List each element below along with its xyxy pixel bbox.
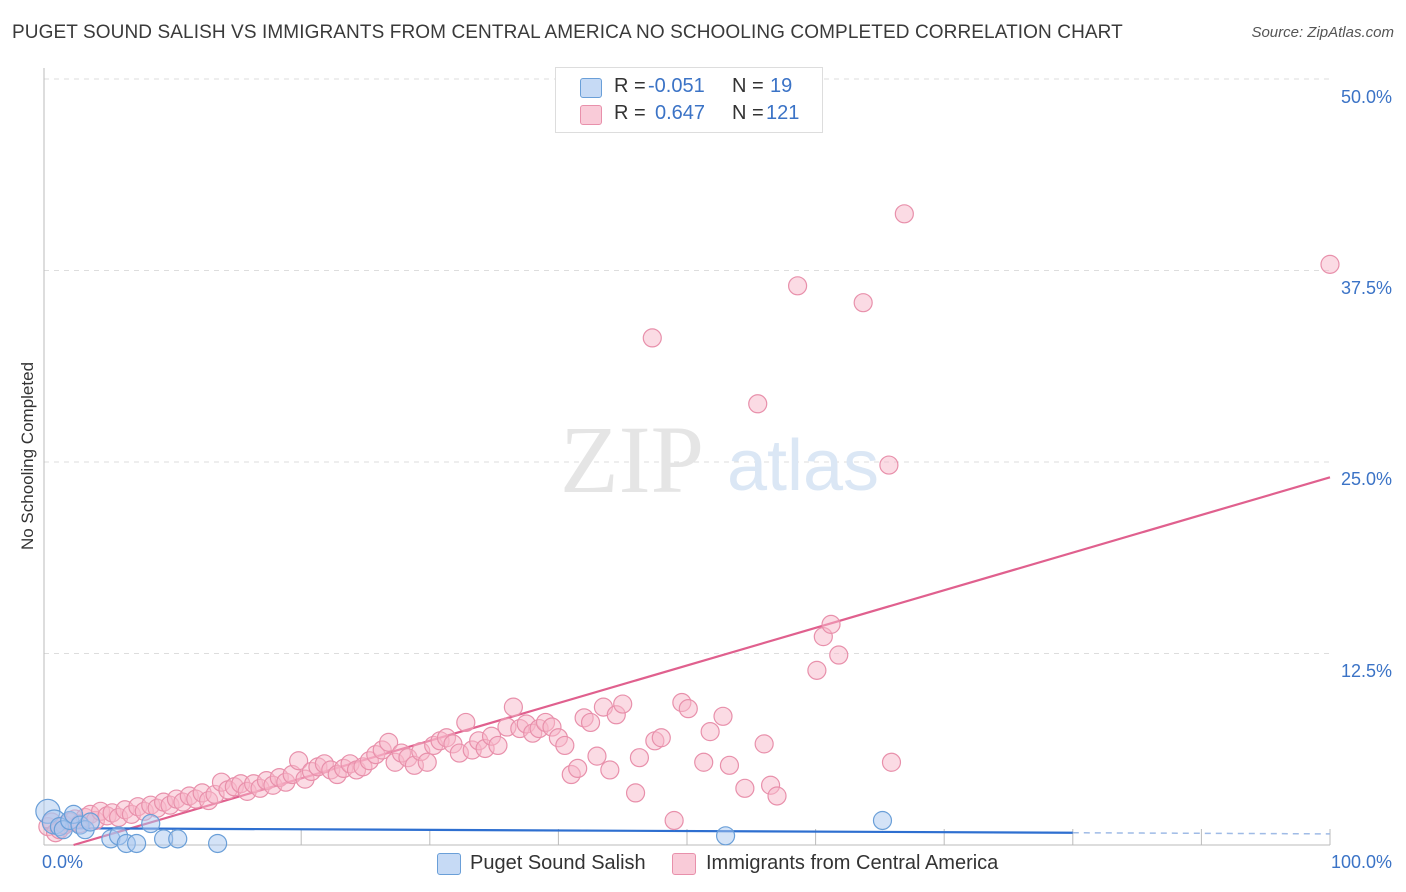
central-america-point — [735, 778, 755, 798]
central-america-point — [894, 204, 914, 224]
watermark-atlas: atlas — [727, 426, 879, 506]
legend-swatch-central-america — [580, 105, 602, 125]
central-america-point — [664, 810, 684, 831]
y-tick-label: 37.5% — [1340, 278, 1392, 298]
correlation-legend: R = -0.051 N = 19 R = 0.647 N = 121 — [555, 67, 823, 133]
legend-r-label: R = — [614, 75, 646, 97]
central-america-point — [503, 697, 523, 717]
salish-point — [208, 833, 228, 854]
watermark: ZIP atlas — [560, 406, 879, 513]
central-america-point — [488, 735, 508, 756]
legend-swatch-salish — [580, 78, 602, 98]
central-america-point — [625, 783, 646, 803]
central-america-point — [879, 455, 899, 475]
source-label: Source: ZipAtlas.com — [1251, 24, 1394, 41]
central-america-point — [289, 751, 309, 771]
legend-n-label: N = — [732, 75, 764, 97]
salish-point — [872, 810, 893, 831]
central-america-point — [748, 394, 768, 414]
central-america-point — [629, 748, 650, 768]
central-america-point — [853, 293, 873, 313]
legend-r-label: R = — [614, 102, 646, 124]
salish-point — [168, 829, 188, 849]
central-america-point — [713, 706, 733, 726]
central-america-point — [807, 660, 827, 680]
central-america-point — [417, 752, 437, 772]
legend-n-label: N = — [732, 102, 764, 124]
legend-row-salish: R = -0.051 N = 19 — [556, 74, 822, 102]
salish-point — [141, 813, 161, 834]
central-america-point — [678, 699, 698, 719]
central-america-point — [587, 746, 607, 766]
watermark-zip: ZIP — [560, 406, 704, 513]
central-america-point — [719, 755, 740, 775]
legend-n-value: 121 — [766, 102, 800, 124]
central-america-point — [651, 728, 671, 748]
x-tick-label: 100.0% — [1330, 852, 1392, 872]
bottom-legend-swatch-salish — [437, 853, 461, 875]
central-america-point — [694, 752, 714, 772]
y-tick-label: 50.0% — [1340, 87, 1392, 107]
central-america-point — [580, 712, 601, 733]
central-america-point — [881, 752, 902, 772]
legend-r-value: 0.647 — [655, 102, 706, 124]
central-america-point — [555, 735, 575, 756]
y-axis-label: No Schooling Completed — [18, 361, 37, 551]
bottom-legend-central-america: Immigrants from Central America — [672, 851, 1012, 877]
salish-point — [80, 812, 100, 832]
salish-trend-line — [43, 827, 1073, 834]
gridlines — [44, 78, 1330, 654]
bottom-legend-label-salish: Puget Sound Salish — [470, 852, 646, 874]
central-america-point — [787, 276, 808, 296]
legend-r-value: -0.051 — [648, 75, 705, 97]
legend-n-value: 19 — [770, 75, 793, 97]
central-america-point — [379, 732, 399, 752]
bottom-legend-label-central-america: Immigrants from Central America — [706, 852, 999, 874]
salish-trend-extension — [1072, 831, 1331, 835]
chart-title: PUGET SOUND SALISH VS IMMIGRANTS FROM CE… — [12, 22, 1123, 43]
central-america-point — [568, 758, 588, 779]
bottom-legend-salish: Puget Sound Salish — [437, 851, 667, 877]
central-america-point — [767, 786, 787, 806]
y-tick-label: 12.5% — [1340, 661, 1392, 681]
central-america-point — [613, 694, 633, 714]
central-america-point — [456, 712, 476, 733]
bottom-legend-swatch-central-america — [672, 853, 696, 875]
central-america-point — [1320, 254, 1340, 274]
central-america-point — [700, 722, 720, 742]
central-america-point — [829, 645, 849, 665]
legend-row-central-america: R = 0.647 N = 121 — [556, 101, 822, 129]
salish-point — [715, 826, 736, 846]
central-america-point — [821, 614, 841, 634]
central-america-point — [600, 760, 620, 780]
data-points — [35, 204, 1340, 854]
x-tick-label: 0.0% — [42, 852, 84, 872]
y-tick-label: 25.0% — [1340, 469, 1392, 489]
central-america-point — [642, 328, 662, 348]
salish-point — [126, 833, 147, 854]
central-america-point — [754, 734, 774, 754]
